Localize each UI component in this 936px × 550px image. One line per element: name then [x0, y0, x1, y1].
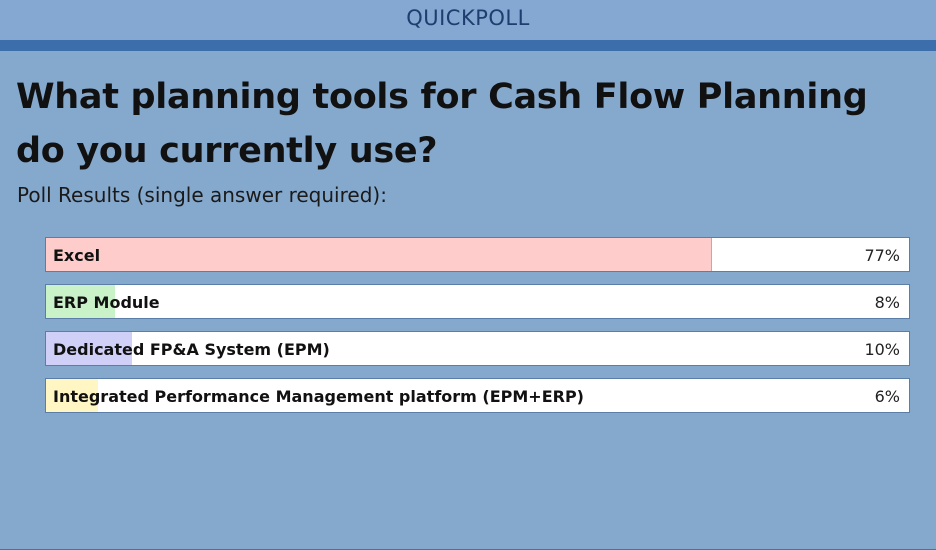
result-percent: 8% [874, 293, 900, 312]
poll-results: Excel 77% ERP Module 8% Dedicated FP&A S… [45, 237, 910, 425]
result-label: ERP Module [53, 293, 160, 312]
result-label: Integrated Performance Management platfo… [53, 387, 584, 406]
title-bar: QUICKPOLL [0, 0, 936, 51]
result-bar-fill [46, 238, 712, 271]
result-bar-fill [46, 379, 98, 412]
result-label: Excel [53, 246, 101, 265]
window-title: QUICKPOLL [406, 6, 530, 30]
result-percent: 10% [864, 340, 900, 359]
result-row-fpa-system: Dedicated FP&A System (EPM) 10% [45, 331, 910, 366]
poll-question: What planning tools for Cash Flow Planni… [16, 77, 868, 171]
result-bar-fill [46, 285, 116, 318]
result-row-erp-module: ERP Module 8% [45, 284, 910, 319]
result-row-excel: Excel 77% [45, 237, 910, 272]
result-bar-fill [46, 332, 133, 365]
poll-subtitle: Poll Results (single answer required): [17, 183, 387, 207]
result-row-integrated-platform: Integrated Performance Management platfo… [45, 378, 910, 413]
result-percent: 6% [874, 387, 900, 406]
result-percent: 77% [864, 246, 900, 265]
result-label: Dedicated FP&A System (EPM) [53, 340, 330, 359]
